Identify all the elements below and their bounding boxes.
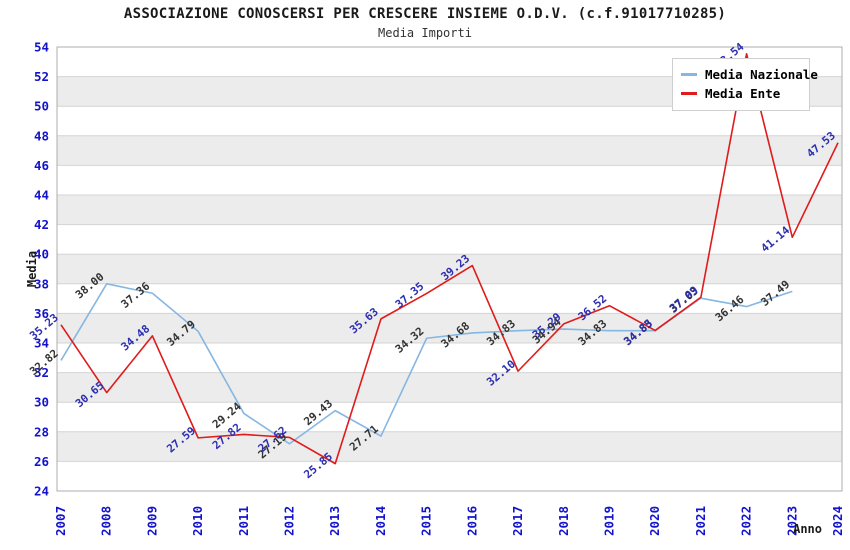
legend-item-media-nazionale: Media Nazionale — [681, 65, 818, 84]
legend-swatch-ente-icon — [681, 92, 697, 95]
x-tick-label: 2010 — [190, 506, 205, 536]
y-tick-label: 36 — [34, 306, 49, 321]
y-tick-label: 30 — [34, 395, 49, 410]
x-tick-label: 2020 — [647, 506, 662, 536]
y-tick-label: 48 — [34, 128, 49, 143]
x-tick-label: 2024 — [830, 506, 845, 536]
x-axis-title: Anno — [793, 522, 822, 536]
x-tick-label: 2014 — [373, 506, 388, 536]
chart-title: ASSOCIAZIONE CONOSCERSI PER CRESCERE INS… — [123, 6, 727, 22]
x-tick-label: 2017 — [510, 506, 525, 536]
y-tick-label: 24 — [34, 484, 49, 499]
y-axis-title: Media — [25, 250, 40, 288]
y-tick-label: 40 — [34, 247, 49, 262]
y-tick-label: 44 — [34, 188, 49, 203]
y-tick-label: 42 — [34, 217, 49, 232]
plot-band — [57, 165, 842, 195]
x-tick-label: 2009 — [144, 506, 159, 536]
plot-band — [57, 431, 842, 462]
x-tick-label: 2015 — [419, 506, 434, 536]
plot-band — [57, 283, 842, 314]
y-tick-label: 38 — [34, 276, 49, 291]
series-line-media-ente — [60, 53, 839, 465]
plot-band — [57, 195, 842, 225]
y-tick-label: 50 — [34, 99, 49, 114]
x-tick-label: 2021 — [693, 506, 708, 536]
x-tick-label: 2019 — [601, 506, 616, 536]
x-tick-label: 2023 — [784, 506, 799, 536]
chart-subtitle: Media Importi — [378, 26, 472, 40]
x-tick-label: 2018 — [556, 506, 571, 536]
y-tick-label: 54 — [34, 40, 49, 55]
legend-label: Media Ente — [705, 86, 781, 101]
plot-band — [57, 343, 842, 373]
x-tick-label: 2022 — [739, 506, 754, 536]
plot-band — [57, 461, 842, 491]
x-tick-label: 2016 — [464, 506, 479, 536]
legend-item-media-ente: Media Ente — [681, 84, 801, 103]
y-tick-label: 46 — [34, 158, 49, 173]
plot-band — [57, 135, 842, 166]
y-tick-label: 28 — [34, 424, 49, 439]
plot-band — [57, 402, 842, 432]
legend-label: Media Nazionale — [705, 67, 818, 82]
plot-band — [57, 224, 842, 255]
x-tick-label: 2011 — [236, 506, 251, 536]
x-tick-label: 2007 — [53, 506, 68, 536]
plot-band — [57, 106, 842, 136]
x-tick-label: 2008 — [99, 506, 114, 536]
plot-band — [57, 372, 842, 403]
legend-swatch-nazionale-icon — [681, 73, 697, 76]
x-tick-label: 2013 — [327, 506, 342, 536]
y-tick-label: 26 — [34, 454, 49, 469]
legend: Media Nazionale Media Ente — [672, 58, 818, 111]
plot-border — [56, 46, 843, 492]
plot-band — [57, 313, 842, 343]
y-tick-label: 34 — [34, 336, 49, 351]
x-tick-label: 2012 — [282, 506, 297, 536]
y-tick-label: 52 — [34, 69, 49, 84]
y-tick-label: 32 — [34, 365, 49, 380]
